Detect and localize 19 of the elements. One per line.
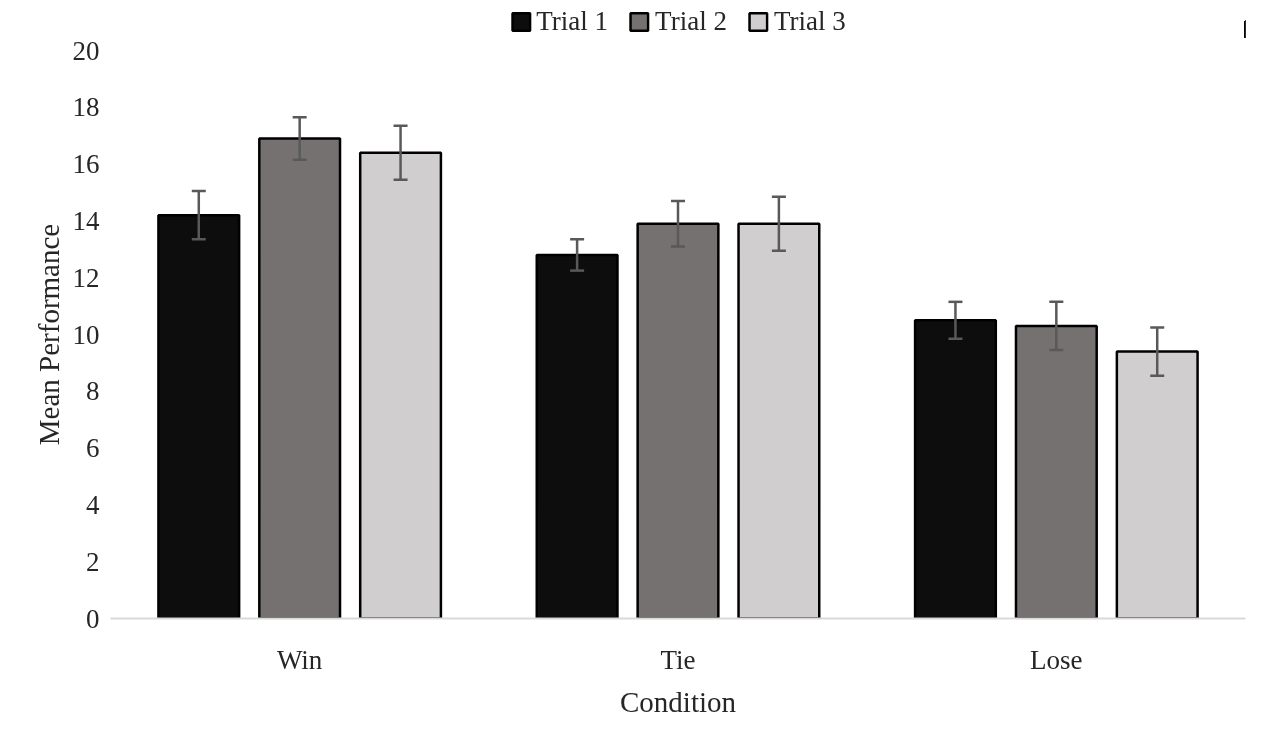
x-tick-label: Lose bbox=[1030, 644, 1083, 675]
y-tick-label: 2 bbox=[86, 546, 100, 577]
y-tick-label: 12 bbox=[72, 262, 100, 293]
y-tick-label: 6 bbox=[86, 433, 100, 464]
y-axis-title: Mean Performance bbox=[32, 223, 65, 446]
y-tick-label: 10 bbox=[72, 319, 100, 350]
x-tick-label: Win bbox=[276, 644, 323, 675]
y-tick-label: 4 bbox=[86, 489, 100, 520]
y-tick-label: 18 bbox=[72, 92, 100, 123]
y-tick-label: 0 bbox=[86, 603, 100, 634]
y-tick-label: 16 bbox=[72, 149, 100, 180]
y-tick-label: 8 bbox=[86, 376, 100, 407]
x-axis-title: Condition bbox=[619, 685, 737, 718]
legend-label: Trial 2 bbox=[655, 5, 727, 37]
legend-label: Trial 1 bbox=[536, 5, 609, 37]
legend-label: Trial 3 bbox=[773, 5, 846, 37]
x-tick-label: Tie bbox=[660, 644, 696, 675]
y-tick-label: 20 bbox=[72, 35, 100, 66]
y-tick-label: 14 bbox=[72, 205, 100, 236]
